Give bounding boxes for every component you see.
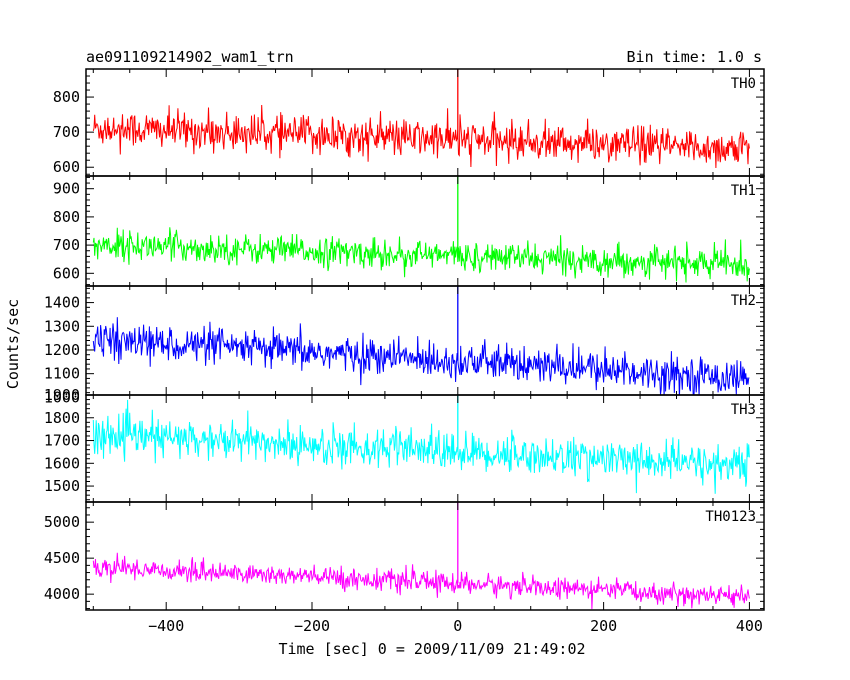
series-line-th0 [92, 104, 750, 169]
panels-group: TH0 600 700 800 TH1 600 700 800 900 TH2 1000 1100 12… [44, 68, 765, 611]
y-tick-label: 700 [53, 236, 80, 254]
x-tick-labels: −400 −200 0 200 400 [148, 617, 763, 635]
y-tick-label: 5000 [44, 513, 80, 531]
series-line-th0123 [92, 552, 750, 610]
y-tick-label: 1300 [44, 317, 80, 335]
x-tick-label: 0 [453, 617, 462, 635]
y-tick-label: 600 [53, 158, 80, 176]
panel-label: TH0123 [705, 509, 756, 525]
y-tick-label: 1200 [44, 341, 80, 359]
panel-label: TH1 [731, 183, 756, 199]
panel-th2: TH2 1000 1100 1200 1300 1400 [44, 285, 765, 406]
y-tick-label: 1800 [44, 409, 80, 427]
y-tick-label: 4500 [44, 549, 80, 567]
y-tick-label: 700 [53, 123, 80, 141]
y-tick-label: 1500 [44, 477, 80, 495]
y-tick-label: 4000 [44, 585, 80, 603]
x-tick-label: −400 [148, 617, 184, 635]
panel-th1: TH1 600 700 800 900 [53, 175, 765, 287]
y-tick-label: 1000 [44, 388, 80, 406]
series-line-th3 [92, 399, 750, 494]
panel-label: TH2 [731, 293, 756, 309]
panel-label: TH3 [731, 402, 756, 418]
y-tick-label: 1100 [44, 365, 80, 383]
y-tick-label: 800 [53, 88, 80, 106]
panel-th0123: TH0123 4000 4500 5000 [44, 501, 765, 611]
panel-th3: TH3 1500 1600 1700 1800 1900 [44, 386, 765, 503]
x-tick-label: 400 [736, 617, 763, 635]
y-tick-label: 1600 [44, 454, 80, 472]
panel-label: TH0 [731, 76, 756, 92]
series-line-th2 [92, 317, 750, 395]
y-tick-label: 800 [53, 208, 80, 226]
x-tick-label: 200 [590, 617, 617, 635]
x-axis-title: Time [sec] 0 = 2009/11/09 21:49:02 [278, 640, 585, 658]
y-tick-label: 900 [53, 180, 80, 198]
series-line-th1 [92, 227, 750, 283]
y-tick-label: 1700 [44, 432, 80, 450]
y-axis-title: Counts/sec [4, 299, 22, 389]
panel-frame [85, 501, 765, 611]
panel-th0: TH0 600 700 800 [53, 68, 765, 177]
y-tick-label: 600 [53, 264, 80, 282]
bin-time-label: Bin time: 1.0 s [627, 48, 762, 66]
chart-title: ae091109214902_wam1_trn [86, 48, 294, 66]
x-tick-label: −200 [294, 617, 330, 635]
y-tick-label: 1400 [44, 294, 80, 312]
y-tick-label: 1900 [44, 386, 80, 404]
